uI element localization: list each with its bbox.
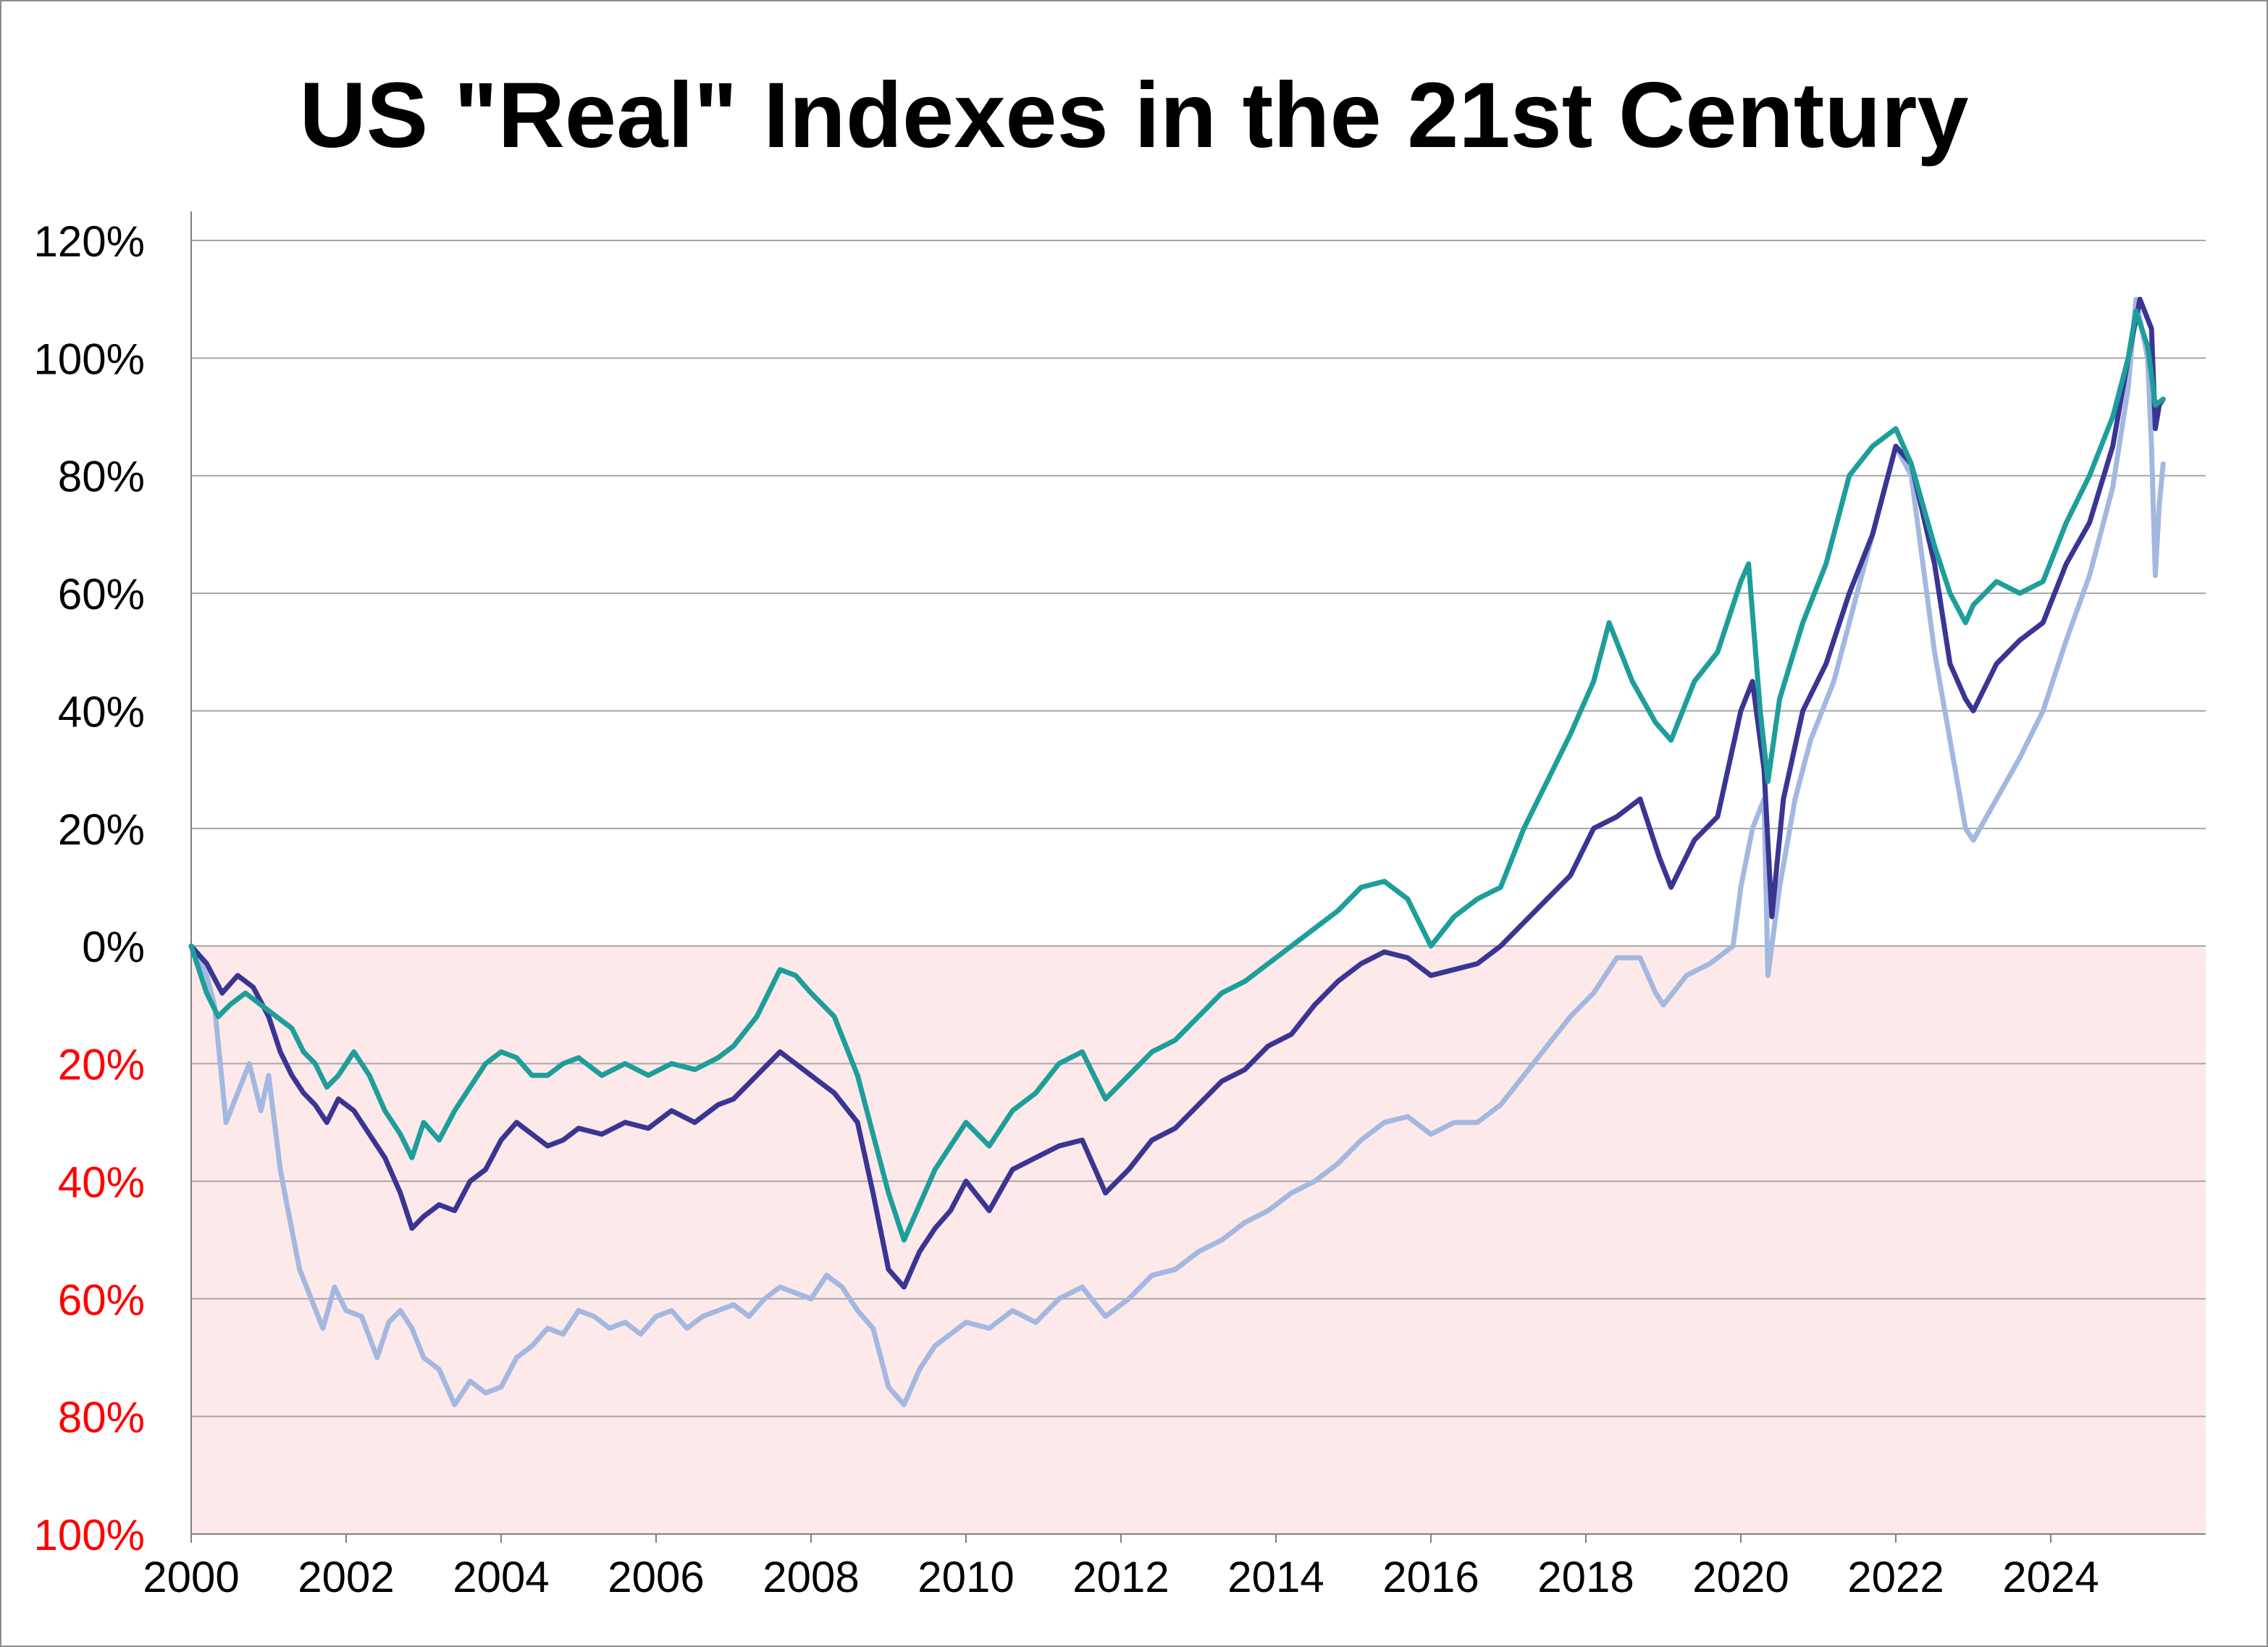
y-tick-label: 20% [58,805,145,854]
series-line-2 [188,296,2166,1290]
x-tick-label: 2014 [1227,1553,1324,1601]
y-tick-label: 20% [58,1041,145,1089]
chart-title: US "Real" Indexes in the 21st Century [299,64,1969,167]
x-tick-label: 2004 [453,1553,549,1601]
y-tick-label: 80% [58,453,145,501]
x-tick-label: 2000 [143,1553,239,1601]
x-tick-label: 2010 [917,1553,1014,1601]
x-tick-label: 2016 [1382,1553,1479,1601]
negative-zone-shade [191,946,2206,1534]
y-tick-label: 80% [58,1394,145,1442]
y-tick-label: 120% [34,217,145,266]
x-tick-label: 2022 [1847,1553,1944,1601]
x-tick-label: 2024 [2002,1553,2099,1601]
x-tick-label: 2012 [1072,1553,1169,1601]
series-line-1 [188,296,2166,1407]
y-tick-label: 60% [58,570,145,619]
x-tick-label: 2006 [608,1553,704,1601]
x-tick-label: 2002 [298,1553,394,1601]
y-tick-label: 60% [58,1275,145,1324]
y-tick-label: 100% [34,1511,145,1559]
series-line-3 [188,308,2166,1243]
y-tick-label: 40% [58,687,145,736]
x-tick-label: 2020 [1692,1553,1789,1601]
y-tick-label: 100% [34,335,145,383]
x-tick-label: 2008 [763,1553,859,1601]
y-tick-label: 40% [58,1158,145,1207]
y-tick-label: 0% [82,923,145,971]
x-tick-label: 2018 [1537,1553,1634,1601]
